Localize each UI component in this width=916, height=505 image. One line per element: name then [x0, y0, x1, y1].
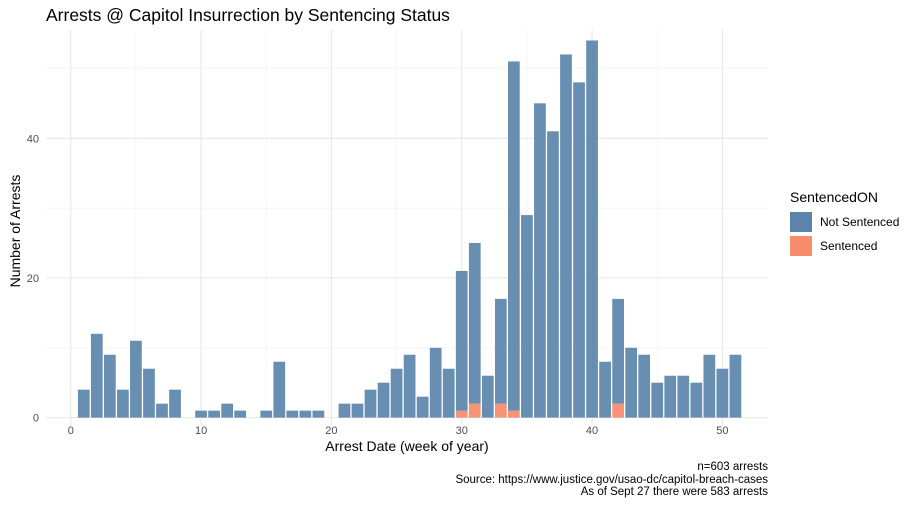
bar-not-sentenced — [547, 131, 559, 418]
bar-not-sentenced — [90, 333, 103, 418]
bar-not-sentenced — [560, 54, 572, 418]
caption-line-3: As of Sept 27 there were 583 arrests — [580, 486, 768, 498]
bar-not-sentenced — [586, 40, 598, 418]
bar-not-sentenced — [442, 368, 455, 418]
bar-not-sentenced — [612, 298, 624, 404]
bar-not-sentenced — [312, 410, 325, 418]
bar-not-sentenced — [364, 389, 377, 418]
bar-not-sentenced — [599, 361, 611, 418]
bar-not-sentenced — [534, 103, 546, 418]
bar-not-sentenced — [338, 403, 351, 418]
legend-label-not-sentenced: Not Sentenced — [820, 215, 900, 229]
bar-not-sentenced — [468, 243, 481, 404]
bar-not-sentenced — [221, 403, 234, 418]
bar-not-sentenced — [260, 410, 273, 418]
bar-not-sentenced — [638, 354, 651, 418]
bar-not-sentenced — [677, 375, 690, 418]
bar-not-sentenced — [416, 396, 429, 418]
bar-not-sentenced — [521, 215, 533, 418]
bar-not-sentenced — [351, 403, 364, 418]
bar-not-sentenced — [625, 347, 638, 418]
bar-not-sentenced — [77, 389, 90, 418]
bar-sentenced — [455, 410, 468, 418]
bar-not-sentenced — [195, 410, 207, 418]
y-tick-label: 0 — [33, 413, 39, 425]
bar-not-sentenced — [716, 368, 729, 418]
x-tick-label: 30 — [456, 425, 468, 437]
x-axis-label: Arrest Date (week of year) — [325, 438, 489, 454]
bar-not-sentenced — [573, 82, 585, 418]
bar-not-sentenced — [234, 410, 247, 418]
bar-not-sentenced — [690, 382, 703, 418]
bar-not-sentenced — [651, 382, 664, 418]
chart-title: Arrests @ Capitol Insurrection by Senten… — [46, 5, 450, 25]
bar-sentenced — [508, 410, 520, 418]
bar-not-sentenced — [508, 61, 520, 411]
bar-not-sentenced — [156, 403, 168, 418]
bar-not-sentenced — [299, 410, 312, 418]
legend-item-sentenced: Sentenced — [790, 235, 899, 257]
bar-not-sentenced — [143, 368, 155, 418]
bar-not-sentenced — [703, 354, 716, 418]
bar-not-sentenced — [429, 347, 442, 418]
bar-not-sentenced — [377, 382, 390, 418]
legend-key-sentenced — [790, 236, 812, 256]
bar-sentenced — [612, 403, 624, 418]
bar-not-sentenced — [273, 361, 286, 418]
bar-not-sentenced — [455, 270, 468, 411]
legend-title: SentencedON — [790, 189, 878, 205]
bar-not-sentenced — [664, 375, 677, 418]
bar-not-sentenced — [390, 368, 403, 418]
y-axis-label: Number of Arrests — [7, 174, 23, 288]
y-tick-label: 40 — [27, 133, 39, 145]
bar-sentenced — [468, 403, 481, 418]
tick-labels: 0 10 20 30 40 50 0 20 40 — [27, 133, 729, 437]
bar-not-sentenced — [494, 298, 507, 404]
x-tick-label: 20 — [325, 425, 337, 437]
legend-key-not-sentenced — [790, 212, 812, 232]
legend-item-not-sentenced: Not Sentenced — [790, 211, 899, 233]
x-tick-label: 0 — [68, 425, 74, 437]
bar-not-sentenced — [169, 389, 181, 418]
caption-line-2: Source: https://www.justice.gov/usao-dc/… — [455, 473, 768, 486]
bar-not-sentenced — [729, 354, 742, 418]
legend: SentencedON Not Sentenced Sentenced — [790, 189, 899, 259]
bar-sentenced — [494, 403, 507, 418]
caption-line-1: n=603 arrests — [697, 461, 768, 473]
x-tick-label: 40 — [586, 425, 598, 437]
bar-not-sentenced — [130, 340, 142, 418]
bar-not-sentenced — [286, 410, 299, 418]
bar-not-sentenced — [208, 410, 220, 418]
bar-not-sentenced — [481, 375, 494, 418]
bar-not-sentenced — [117, 389, 129, 418]
caption: n=603 arrests Source: https://www.justic… — [455, 461, 768, 499]
x-tick-label: 10 — [195, 425, 207, 437]
x-tick-label: 50 — [716, 425, 728, 437]
y-tick-label: 20 — [27, 273, 39, 285]
legend-label-sentenced: Sentenced — [820, 239, 878, 253]
bar-layer — [77, 40, 742, 418]
bar-not-sentenced — [103, 354, 116, 418]
bar-not-sentenced — [403, 354, 416, 418]
